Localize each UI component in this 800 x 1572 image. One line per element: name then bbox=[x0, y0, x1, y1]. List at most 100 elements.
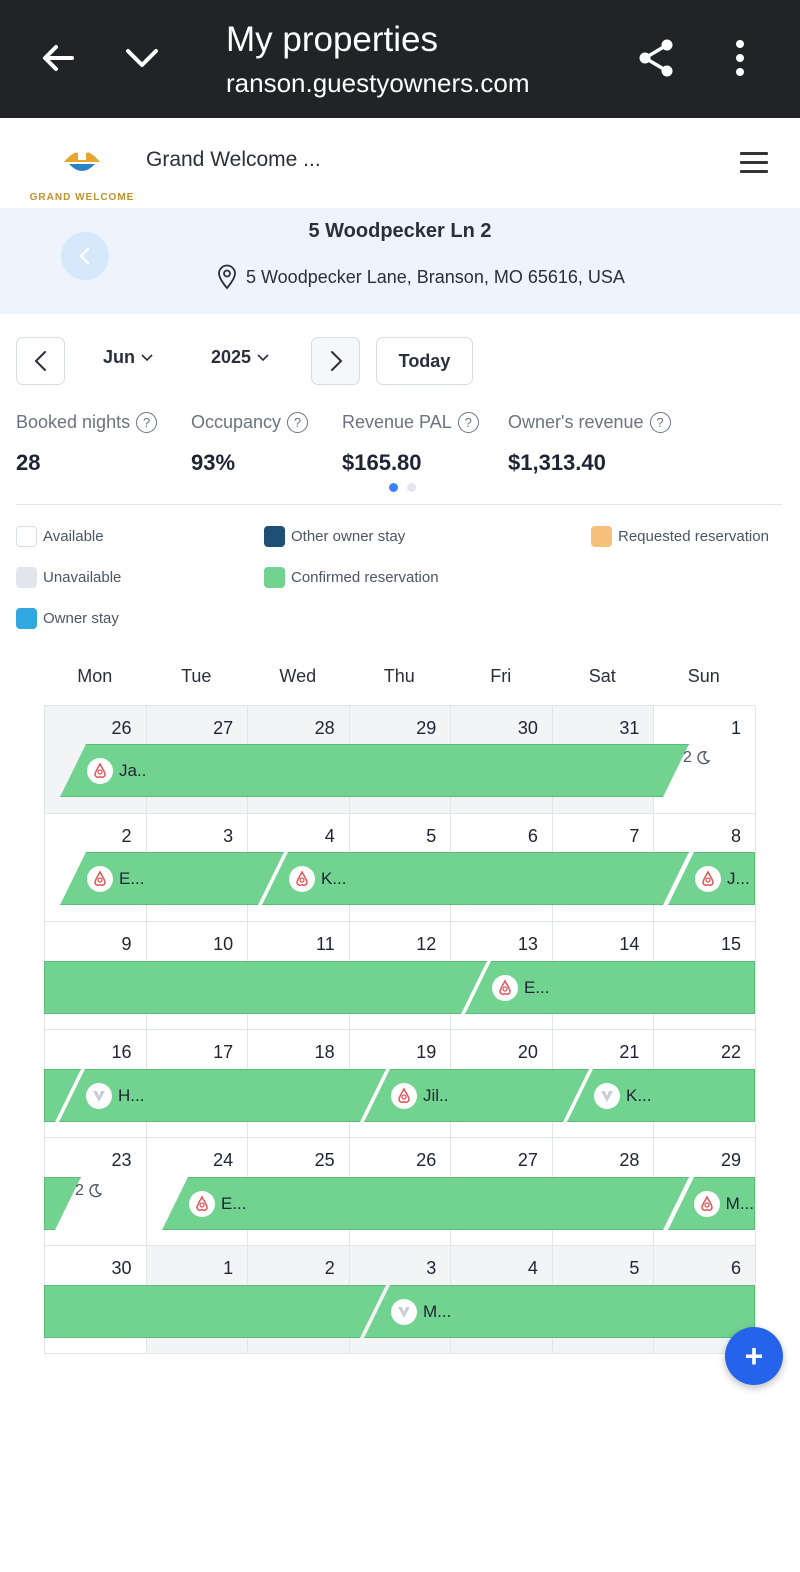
day-number: 23 bbox=[111, 1150, 132, 1170]
reservation-bar[interactable]: E... bbox=[162, 1177, 689, 1230]
stat-booked-nights-label: Booked nights ? bbox=[16, 412, 158, 433]
weekday-fri: Fri bbox=[490, 666, 512, 686]
day-number: 3 bbox=[426, 1258, 437, 1278]
help-icon[interactable]: ? bbox=[136, 412, 158, 433]
day-number: 31 bbox=[619, 718, 640, 738]
share-icon[interactable] bbox=[628, 30, 684, 86]
moon-icon bbox=[697, 750, 711, 765]
legend-requested-reservation: Requested reservation bbox=[591, 526, 769, 547]
guest-name: E... bbox=[221, 1193, 247, 1213]
airbnb-icon bbox=[391, 1083, 417, 1109]
guest-name: E... bbox=[524, 977, 550, 997]
reservation-bar[interactable]: Ja.. bbox=[60, 744, 689, 797]
help-icon[interactable]: ? bbox=[649, 412, 671, 433]
weekday-thu: Thu bbox=[383, 666, 415, 686]
day-number: 20 bbox=[517, 1042, 538, 1062]
day-number: 27 bbox=[517, 1150, 538, 1170]
legend-label: Unavailable bbox=[43, 569, 122, 586]
legend-label: Available bbox=[43, 528, 104, 545]
back-button[interactable] bbox=[61, 232, 109, 280]
day-number: 17 bbox=[213, 1042, 234, 1062]
day-number: 9 bbox=[121, 934, 132, 954]
next-month-button[interactable] bbox=[311, 337, 360, 385]
stat-revenue-pal-value: $165.80 bbox=[342, 450, 422, 475]
day-number: 29 bbox=[416, 718, 437, 738]
stat-revenue-pal-label: Revenue PAL ? bbox=[342, 412, 479, 433]
carousel-dot-active[interactable] bbox=[389, 483, 398, 492]
add-reservation-button[interactable]: + bbox=[725, 1327, 783, 1385]
reservation-bar[interactable]: M... bbox=[364, 1285, 755, 1338]
menu-icon[interactable] bbox=[740, 150, 770, 174]
help-icon[interactable]: ? bbox=[287, 412, 309, 433]
legend-label: Owner stay bbox=[43, 610, 119, 627]
weekday-wed: Wed bbox=[279, 666, 317, 686]
property-address: 5 Woodpecker Lane, Branson, MO 65616, US… bbox=[216, 264, 625, 290]
day-number: 1 bbox=[730, 718, 741, 738]
reservation-bar[interactable] bbox=[44, 1285, 386, 1338]
carousel-dot[interactable] bbox=[407, 483, 416, 492]
guest-name: H... bbox=[118, 1085, 145, 1105]
nights-count: 2 bbox=[683, 749, 692, 766]
day-number: 2 bbox=[121, 826, 132, 846]
browser-url[interactable]: ranson.guestyowners.com bbox=[226, 68, 530, 98]
airbnb-icon bbox=[694, 1190, 720, 1217]
airbnb-icon bbox=[87, 866, 113, 892]
chevron-down-icon[interactable] bbox=[114, 30, 170, 86]
legend-other-owner-stay: Other owner stay bbox=[264, 526, 405, 547]
reservation-bar[interactable]: H... bbox=[59, 1069, 386, 1122]
chevron-left-icon bbox=[79, 248, 89, 264]
day-number: 28 bbox=[314, 718, 335, 738]
reservation-bar[interactable]: K... bbox=[567, 1069, 755, 1122]
nights-indicator: 2 bbox=[683, 749, 711, 767]
guest-name: K... bbox=[626, 1085, 652, 1105]
airbnb-icon bbox=[695, 865, 721, 892]
today-button[interactable]: Today bbox=[376, 337, 473, 385]
guest-name: K... bbox=[321, 868, 347, 888]
stat-owner-revenue-value: $1,313.40 bbox=[508, 450, 606, 475]
reservation-bar[interactable]: Jil.. bbox=[364, 1069, 589, 1122]
guest-name: Jil.. bbox=[423, 1085, 449, 1105]
reservation-bar[interactable] bbox=[44, 961, 487, 1014]
day-number: 4 bbox=[527, 1258, 538, 1278]
day-number: 12 bbox=[416, 934, 437, 954]
reservation-bar[interactable]: E... bbox=[465, 961, 755, 1014]
calendar-grid: 26 27 28 29 30 31 1 2 3 4 5 6 7 8 9 10 11 12 13 14 15 16 17 18 1… bbox=[44, 705, 756, 1355]
back-arrow-icon[interactable] bbox=[30, 30, 86, 86]
chevron-left-icon bbox=[34, 351, 46, 371]
more-vertical-icon[interactable] bbox=[712, 30, 768, 86]
stat-occupancy-value: 93% bbox=[191, 450, 236, 475]
browser-top-bar: My properties ranson.guestyowners.com bbox=[0, 0, 800, 118]
location-pin-icon bbox=[218, 264, 236, 290]
prev-month-button[interactable] bbox=[16, 337, 65, 385]
airbnb-icon bbox=[492, 974, 518, 1001]
stat-owner-revenue-label: Owner's revenue ? bbox=[508, 412, 671, 433]
day-number: 19 bbox=[416, 1042, 437, 1062]
day-number: 6 bbox=[527, 826, 538, 846]
brand-logo[interactable]: GRAND WELCOME bbox=[26, 140, 138, 204]
day-number: 28 bbox=[619, 1150, 640, 1170]
day-number: 30 bbox=[111, 1258, 132, 1278]
day-number: 2 bbox=[324, 1258, 335, 1278]
legend-swatch bbox=[264, 526, 285, 547]
weekday-sun: Sun bbox=[687, 666, 720, 686]
year-select[interactable]: 2025 bbox=[211, 347, 269, 368]
legend-label: Requested reservation bbox=[618, 528, 769, 545]
brand-name[interactable]: Grand Welcome ... bbox=[146, 148, 321, 171]
guest-name: M... bbox=[725, 1193, 754, 1213]
guest-name: M... bbox=[423, 1301, 452, 1321]
day-number: 21 bbox=[619, 1042, 640, 1062]
day-number: 29 bbox=[720, 1150, 741, 1170]
legend-owner-stay: Owner stay bbox=[16, 608, 119, 629]
stat-occupancy-label: Occupancy ? bbox=[191, 412, 309, 433]
help-icon[interactable]: ? bbox=[457, 412, 479, 433]
nights-count: 2 bbox=[75, 1182, 84, 1199]
weekday-tue: Tue bbox=[181, 666, 212, 686]
reservation-bar[interactable]: K... bbox=[262, 852, 689, 905]
day-number: 24 bbox=[213, 1150, 234, 1170]
day-number: 26 bbox=[416, 1150, 437, 1170]
month-select[interactable]: Jun bbox=[103, 347, 153, 368]
reservation-bar[interactable]: E... bbox=[60, 852, 284, 905]
day-number: 10 bbox=[213, 934, 234, 954]
day-number: 7 bbox=[629, 826, 640, 846]
month-value: Jun bbox=[103, 347, 136, 367]
